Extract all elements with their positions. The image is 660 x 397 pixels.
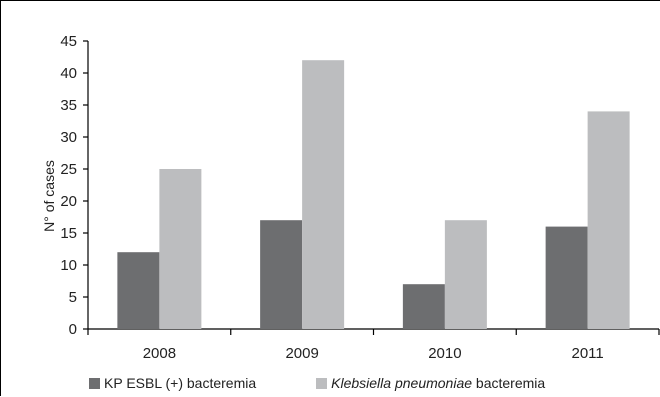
y-tick-label: 45 [60, 33, 77, 50]
x-tick-label: 2009 [285, 345, 318, 362]
y-tick-label: 25 [60, 161, 77, 178]
legend-label-klebsiella-italic: Klebsiella pneumoniae [331, 375, 473, 391]
legend: KP ESBL (+) bacteremia Klebsiella pneumo… [89, 375, 545, 391]
y-tick-label: 5 [69, 289, 77, 306]
bar-esbl [117, 252, 160, 329]
x-tick-label: 2011 [571, 345, 603, 362]
y-tick-label: 10 [60, 257, 77, 274]
y-tick-label: 35 [60, 97, 77, 114]
legend-label-esbl: KP ESBL (+) bacteremia [104, 375, 257, 391]
bars [117, 60, 630, 330]
legend-swatch-esbl [89, 377, 100, 389]
y-tick-label: 15 [60, 225, 77, 242]
y-tick-label: 20 [60, 193, 77, 210]
bar-klebsiella [587, 111, 630, 330]
bar-klebsiella [302, 60, 345, 329]
y-tick-label: 0 [69, 321, 77, 338]
bar-esbl [402, 284, 445, 329]
legend-item-klebsiella: Klebsiella pneumoniae bacteremia [316, 375, 545, 391]
legend-swatch-klebsiella [316, 377, 328, 389]
legend-label-klebsiella-rest: bacteremia [472, 375, 546, 391]
bar-esbl [545, 226, 588, 329]
bar-klebsiella [444, 220, 487, 329]
bar-esbl [260, 220, 303, 329]
y-tick-label: 30 [60, 129, 77, 146]
legend-item-esbl: KP ESBL (+) bacteremia [89, 375, 256, 391]
bar-klebsiella [159, 169, 202, 329]
y-tick-label: 40 [60, 65, 77, 82]
x-tick-label: 2008 [143, 345, 176, 362]
y-axis-label: N° of cases [41, 160, 57, 232]
x-tick-label: 2010 [428, 345, 461, 362]
